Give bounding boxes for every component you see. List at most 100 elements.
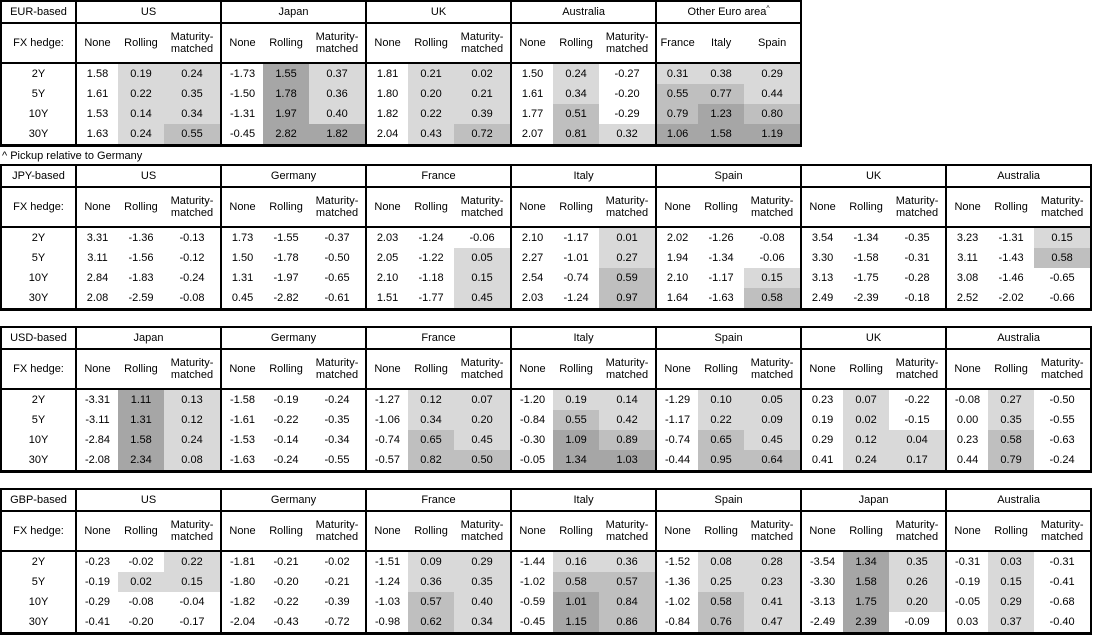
cell-usd-based-japan-2y-rolling: 1.11: [118, 389, 164, 410]
cell-eur-based-uk-2y-none: 1.81: [365, 63, 409, 84]
cell-jpy-based-uk-2y-none: 3.54: [800, 227, 844, 248]
cell-eur-based-uk-2y-maturity-matched: 0.02: [454, 63, 512, 84]
cell-eur-based-other-euro-area-5y-italy: 0.77: [698, 84, 745, 104]
cell-eur-based-other-euro-area-10y-france: 0.79: [655, 104, 699, 124]
cell-eur-based-us-30y-maturity-matched: 0.55: [164, 124, 222, 146]
cell-jpy-based-uk-10y-maturity-matched: -0.28: [904, 272, 930, 284]
cell-gbp-based-japan-2y-maturity-matched: 0.35: [889, 551, 947, 572]
cell-usd-based-uk-5y-none: 0.19: [800, 410, 844, 430]
hedge-column-header-rolling: Rolling: [408, 349, 455, 390]
cell-gbp-based-us-30y-rolling: -0.20: [128, 616, 154, 628]
cell-eur-based-japan-2y-none: -1.73: [220, 63, 264, 84]
hedge-column-header-maturity-matched: Maturity-matched: [454, 349, 512, 390]
cell-jpy-based-germany-10y-rolling: -1.97: [273, 272, 299, 284]
cell-usd-based-japan-10y-rolling: 1.58: [118, 430, 164, 450]
cell-gbp-based-australia-5y-rolling: 0.15: [988, 572, 1035, 592]
cell-jpy-based-australia-5y-rolling: -1.43: [998, 252, 1024, 264]
hedge-column-header-none: None: [800, 511, 844, 552]
cell-usd-based-italy-10y-rolling: 1.09: [553, 430, 600, 450]
cell-usd-based-uk-30y-maturity-matched: 0.17: [889, 450, 947, 472]
country-header-superscript: ^: [766, 5, 770, 13]
cell-gbp-based-us-10y-rolling: -0.08: [128, 596, 154, 608]
cell-jpy-based-france-30y-maturity-matched: 0.45: [454, 288, 512, 310]
cell-eur-based-us-5y-maturity-matched: 0.35: [164, 84, 222, 104]
cell-usd-based-spain-30y-rolling: 0.95: [698, 450, 745, 472]
hedge-column-header-maturity-matched: Maturity-matched: [599, 187, 657, 228]
cell-gbp-based-australia-30y-none: 0.03: [945, 612, 989, 634]
tenor-label-5y: 5Y: [1, 84, 77, 104]
country-header-italy: Italy: [510, 489, 657, 512]
cell-jpy-based-us-30y-none: 2.08: [75, 288, 118, 310]
cell-eur-based-australia-30y-none: 2.07: [510, 124, 554, 146]
tenor-label-2y: 2Y: [1, 389, 77, 410]
cell-usd-based-germany-2y-maturity-matched: -0.24: [324, 394, 350, 406]
cell-gbp-based-germany-5y-none: -1.80: [220, 572, 264, 592]
cell-usd-based-italy-10y-maturity-matched: 0.89: [599, 430, 657, 450]
cell-usd-based-japan-10y-none: -2.84: [75, 430, 118, 450]
hedge-column-header-rolling: Rolling: [988, 511, 1035, 552]
cell-eur-based-australia-2y-none: 1.50: [510, 63, 554, 84]
cell-usd-based-japan-5y-maturity-matched: 0.12: [164, 410, 222, 430]
cell-usd-based-france-5y-rolling: 0.34: [408, 410, 455, 430]
fx-table-gbp-based: GBP-based US Germany France Italy Spain Japan A…: [0, 488, 1093, 635]
cell-gbp-based-us-2y-maturity-matched: 0.22: [164, 551, 222, 572]
hedge-column-header-rolling: Rolling: [843, 349, 890, 390]
cell-gbp-based-us-5y-maturity-matched: 0.15: [164, 572, 222, 592]
cell-jpy-based-spain-2y-rolling: -1.26: [708, 232, 734, 244]
hedge-column-header-none: None: [220, 187, 264, 228]
cell-gbp-based-japan-10y-maturity-matched: 0.20: [889, 592, 947, 612]
cell-jpy-based-uk-5y-rolling: -1.58: [853, 252, 879, 264]
hedge-column-header-none: None: [800, 349, 844, 390]
table-slot-usd-based: USD-based Japan Germany France Italy Spain UK A…: [0, 326, 1094, 473]
cell-jpy-based-spain-10y-none: 2.10: [655, 268, 699, 288]
cell-jpy-based-us-5y-rolling: -1.56: [128, 252, 154, 264]
cell-usd-based-australia-5y-rolling: 0.35: [988, 410, 1035, 430]
cell-gbp-based-italy-2y-none: -1.44: [510, 551, 554, 572]
cell-gbp-based-germany-10y-maturity-matched: -0.39: [324, 596, 350, 608]
cell-gbp-based-us-30y-maturity-matched: -0.17: [179, 616, 205, 628]
hedge-column-header-maturity-matched: Maturity-matched: [744, 349, 802, 390]
hedge-column-header-maturity-matched: Maturity-matched: [454, 23, 512, 64]
cell-gbp-based-france-30y-none: -0.98: [365, 612, 409, 634]
cell-gbp-based-germany-30y-maturity-matched: -0.72: [324, 616, 350, 628]
hedge-column-header-none: None: [365, 23, 409, 64]
cell-jpy-based-france-2y-maturity-matched: -0.06: [469, 232, 495, 244]
cell-eur-based-other-euro-area-30y-italy: 1.58: [698, 124, 745, 146]
cell-jpy-based-spain-30y-rolling: -1.63: [708, 292, 734, 304]
cell-usd-based-italy-2y-maturity-matched: 0.14: [599, 389, 657, 410]
tenor-label-30y: 30Y: [1, 288, 77, 310]
hedge-column-header-maturity-matched: Maturity-matched: [744, 187, 802, 228]
cell-gbp-based-spain-30y-rolling: 0.76: [698, 612, 745, 634]
hedge-column-header-maturity-matched: Maturity-matched: [889, 349, 947, 390]
cell-gbp-based-japan-10y-none: -3.13: [800, 592, 844, 612]
cell-usd-based-australia-2y-rolling: 0.27: [988, 389, 1035, 410]
cell-usd-based-spain-30y-maturity-matched: 0.64: [744, 450, 802, 472]
hedge-column-header-maturity-matched: Maturity-matched: [164, 187, 222, 228]
hedge-column-header-maturity-matched: Maturity-matched: [599, 23, 657, 64]
cell-gbp-based-germany-10y-none: -1.82: [220, 592, 264, 612]
hedge-column-header-none: None: [220, 23, 264, 64]
cell-eur-based-us-30y-rolling: 0.24: [118, 124, 164, 146]
cell-eur-based-uk-5y-none: 1.80: [365, 84, 409, 104]
cell-usd-based-germany-5y-maturity-matched: -0.35: [324, 414, 350, 426]
cell-eur-based-australia-5y-none: 1.61: [510, 84, 554, 104]
hedge-column-header-none: None: [945, 511, 989, 552]
cell-jpy-based-france-5y-maturity-matched: 0.05: [454, 248, 512, 268]
cell-usd-based-italy-5y-rolling: 0.55: [553, 410, 600, 430]
country-header-spain: Spain: [655, 489, 802, 512]
cell-gbp-based-us-2y-none: -0.23: [75, 551, 118, 572]
cell-usd-based-japan-30y-rolling: 2.34: [118, 450, 164, 472]
cell-jpy-based-italy-10y-maturity-matched: 0.59: [599, 268, 657, 288]
table-slot-gbp-based: GBP-based US Germany France Italy Spain Japan A…: [0, 488, 1094, 635]
cell-eur-based-other-euro-area-2y-france: 0.31: [655, 63, 699, 84]
cell-jpy-based-us-5y-none: 3.11: [75, 248, 118, 268]
cell-usd-based-spain-2y-none: -1.29: [655, 389, 699, 410]
cell-jpy-based-france-2y-none: 2.03: [365, 227, 409, 248]
cell-jpy-based-australia-2y-none: 3.23: [945, 227, 989, 248]
cell-gbp-based-japan-5y-rolling: 1.58: [843, 572, 890, 592]
cell-jpy-based-us-2y-rolling: -1.36: [128, 232, 154, 244]
cell-gbp-based-france-5y-none: -1.24: [365, 572, 409, 592]
cell-jpy-based-italy-2y-none: 2.10: [510, 227, 554, 248]
cell-gbp-based-australia-10y-none: -0.05: [945, 592, 989, 612]
